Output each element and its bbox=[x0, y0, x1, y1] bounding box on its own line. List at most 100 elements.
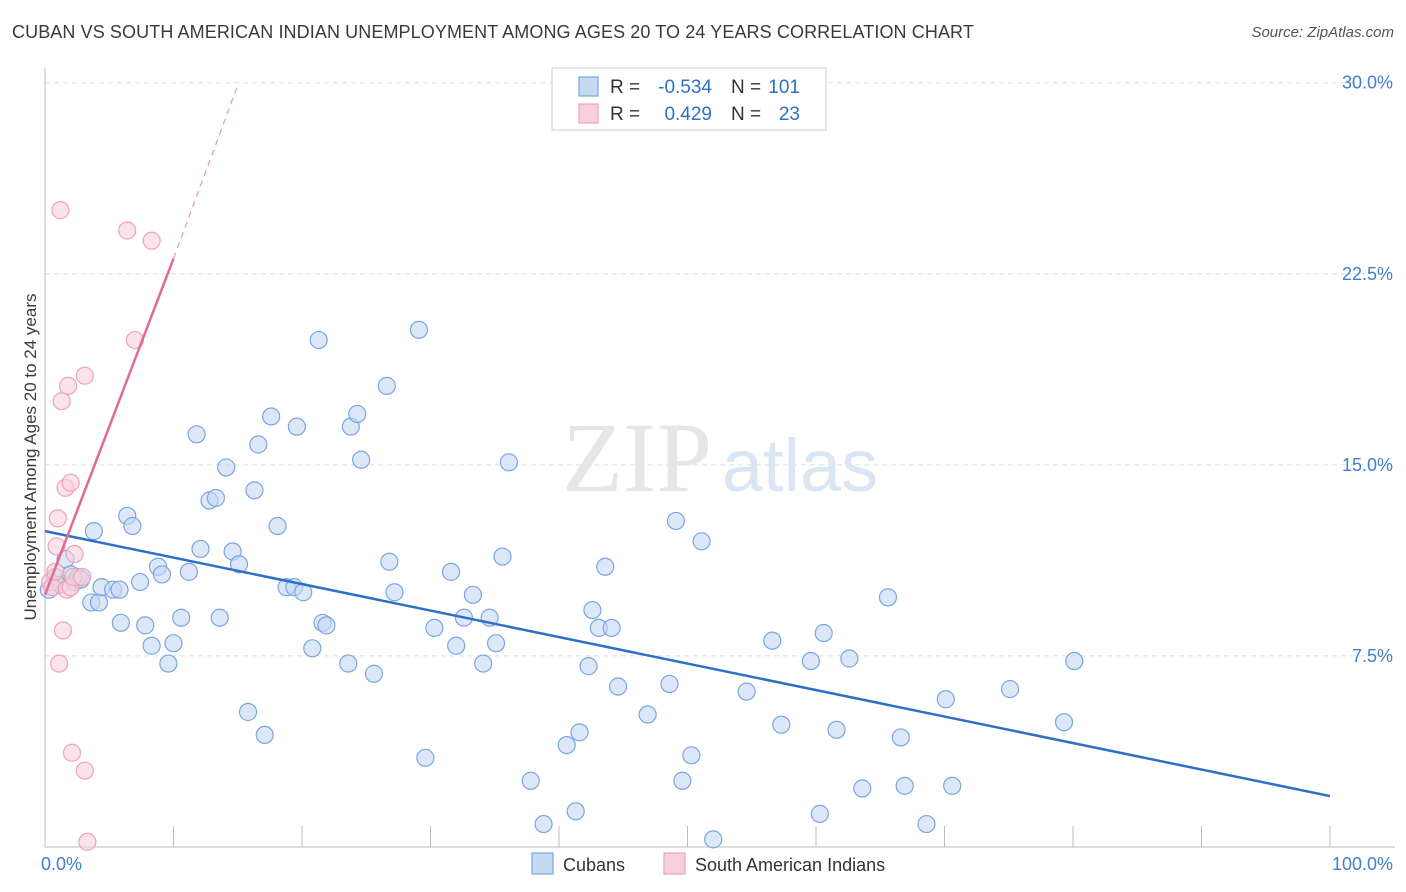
point-0-82 bbox=[673, 771, 692, 790]
point-0-54 bbox=[380, 552, 399, 571]
point-1-23 bbox=[142, 231, 161, 250]
point-0-57 bbox=[416, 748, 435, 767]
legend-n-label-2: N = bbox=[731, 104, 761, 125]
point-0-92 bbox=[827, 720, 846, 739]
gridlines bbox=[45, 82, 1395, 657]
bottom-legend-swatch-south-american-indians bbox=[663, 852, 686, 875]
point-0-90 bbox=[810, 804, 829, 823]
trend-lines bbox=[43, 85, 1331, 798]
point-0-24 bbox=[172, 608, 191, 627]
point-0-18 bbox=[136, 616, 155, 635]
point-0-59 bbox=[441, 562, 461, 581]
point-0-30 bbox=[210, 608, 229, 627]
point-0-21 bbox=[152, 565, 172, 584]
chart-title: CUBAN VS SOUTH AMERICAN INDIAN UNEMPLOYM… bbox=[12, 22, 974, 42]
point-0-84 bbox=[692, 532, 711, 551]
point-1-7 bbox=[52, 392, 71, 411]
point-0-69 bbox=[534, 814, 553, 834]
point-0-34 bbox=[238, 702, 258, 722]
point-0-78 bbox=[609, 677, 628, 696]
point-0-68 bbox=[521, 771, 540, 790]
point-0-44 bbox=[303, 639, 322, 658]
point-0-89 bbox=[801, 651, 820, 671]
legend-r-value-2: 0.429 bbox=[664, 104, 712, 125]
trend-line-1 bbox=[43, 258, 175, 596]
point-0-95 bbox=[878, 588, 898, 607]
point-0-72 bbox=[570, 723, 589, 742]
point-0-62 bbox=[463, 585, 483, 604]
point-0-77 bbox=[602, 618, 621, 638]
bottom-legend-label-cubans: Cubans bbox=[563, 855, 625, 875]
point-0-71 bbox=[566, 802, 585, 821]
point-0-39 bbox=[268, 516, 287, 536]
series-cubans bbox=[39, 320, 1084, 849]
point-0-31 bbox=[217, 458, 236, 477]
point-1-13 bbox=[61, 473, 80, 492]
y-tick-label-0: 7.5% bbox=[1352, 646, 1393, 666]
point-1-21 bbox=[118, 221, 137, 240]
point-0-76 bbox=[596, 557, 615, 576]
point-0-80 bbox=[660, 674, 679, 694]
point-0-13 bbox=[110, 580, 129, 599]
point-0-87 bbox=[763, 631, 782, 650]
point-0-47 bbox=[317, 616, 336, 635]
point-0-63 bbox=[474, 654, 493, 673]
trend-extension-1 bbox=[172, 85, 239, 259]
point-1-19 bbox=[75, 366, 94, 385]
point-0-38 bbox=[262, 407, 281, 426]
y-tick-label-2: 22.5% bbox=[1342, 264, 1393, 284]
point-0-83 bbox=[682, 746, 701, 765]
point-0-27 bbox=[191, 539, 210, 559]
legend-n-value-1: 101 bbox=[768, 77, 800, 98]
bottom-legend-label-south-american-indians: South American Indians bbox=[695, 855, 885, 875]
point-1-18 bbox=[75, 761, 94, 780]
point-0-73 bbox=[579, 657, 598, 676]
legend-swatch-south-american-indians bbox=[578, 103, 599, 124]
tick-labels: 7.5% 15.0% 22.5% 30.0% 0.0% 100.0% bbox=[41, 73, 1393, 874]
point-0-88 bbox=[772, 715, 791, 734]
point-0-102 bbox=[1054, 713, 1074, 732]
point-0-56 bbox=[409, 320, 429, 339]
point-0-96 bbox=[891, 728, 910, 747]
point-0-66 bbox=[493, 547, 512, 566]
point-0-17 bbox=[130, 572, 150, 592]
data-points bbox=[39, 201, 1084, 852]
point-0-67 bbox=[499, 453, 518, 472]
point-0-42 bbox=[287, 417, 306, 436]
point-0-97 bbox=[895, 776, 914, 795]
legend-r-value-1: -0.534 bbox=[658, 77, 712, 98]
x-tick-label-0: 0.0% bbox=[41, 854, 82, 874]
point-0-37 bbox=[255, 725, 274, 745]
point-0-81 bbox=[666, 511, 686, 531]
correlation-legend: R = -0.534 N = 101 R = 0.429 N = 23 bbox=[551, 67, 827, 131]
point-0-23 bbox=[164, 634, 183, 653]
source-label: Source: ZipAtlas.com bbox=[1251, 24, 1394, 41]
point-0-29 bbox=[206, 488, 226, 508]
point-0-70 bbox=[557, 735, 576, 755]
point-0-52 bbox=[364, 664, 384, 683]
point-1-16 bbox=[65, 544, 84, 564]
point-0-101 bbox=[1000, 679, 1020, 699]
legend-n-value-2: 23 bbox=[779, 104, 800, 125]
point-0-10 bbox=[89, 593, 109, 612]
point-0-14 bbox=[111, 613, 130, 632]
legend-n-label-1: N = bbox=[731, 77, 761, 98]
point-0-100 bbox=[943, 776, 962, 795]
point-1-8 bbox=[53, 621, 73, 640]
y-tick-label-3: 30.0% bbox=[1342, 73, 1393, 93]
point-0-35 bbox=[245, 481, 264, 500]
point-1-20 bbox=[78, 832, 97, 852]
point-0-86 bbox=[737, 682, 756, 701]
point-1-14 bbox=[62, 743, 82, 762]
point-0-53 bbox=[377, 376, 396, 395]
legend-swatch-cubans bbox=[578, 76, 599, 97]
trend-line-0 bbox=[44, 529, 1331, 798]
point-0-48 bbox=[339, 654, 358, 673]
axes bbox=[44, 68, 1395, 848]
point-1-6 bbox=[51, 201, 70, 220]
point-1-5 bbox=[50, 654, 69, 673]
y-tick-label-1: 15.0% bbox=[1342, 455, 1393, 475]
point-0-98 bbox=[917, 814, 936, 834]
series-south-american-indians bbox=[41, 201, 161, 852]
point-0-103 bbox=[1065, 651, 1084, 671]
